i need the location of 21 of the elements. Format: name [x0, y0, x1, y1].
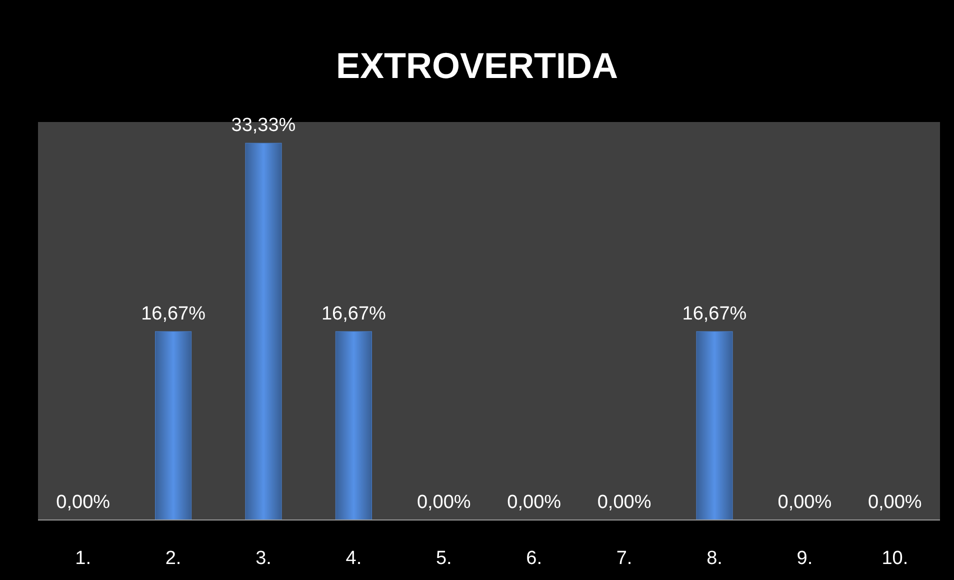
data-label: 0,00%	[868, 492, 922, 513]
x-tick-label: 3.	[256, 548, 272, 569]
data-label: 16,67%	[682, 303, 747, 324]
x-tick-label: 8.	[706, 548, 722, 569]
x-tick-label: 6.	[526, 548, 542, 569]
data-label: 0,00%	[778, 492, 832, 513]
x-tick-label: 5.	[436, 548, 452, 569]
data-label: 0,00%	[416, 492, 471, 513]
chart-title: EXTROVERTIDA	[336, 45, 618, 86]
x-tick-label: 2.	[165, 548, 182, 569]
data-label: 16,67%	[321, 303, 386, 324]
x-tick-label: 1.	[75, 548, 92, 569]
data-label: 0,00%	[597, 492, 652, 513]
data-label: 0,00%	[507, 492, 562, 513]
data-label: 16,67%	[141, 303, 206, 324]
data-label: 0,00%	[56, 492, 110, 513]
x-tick-label: 7.	[616, 548, 632, 569]
x-tick-label: 10.	[882, 548, 908, 569]
x-tick-label: 4.	[346, 548, 362, 569]
x-tick-label: 9.	[796, 548, 813, 569]
data-label: 33,33%	[231, 115, 296, 136]
